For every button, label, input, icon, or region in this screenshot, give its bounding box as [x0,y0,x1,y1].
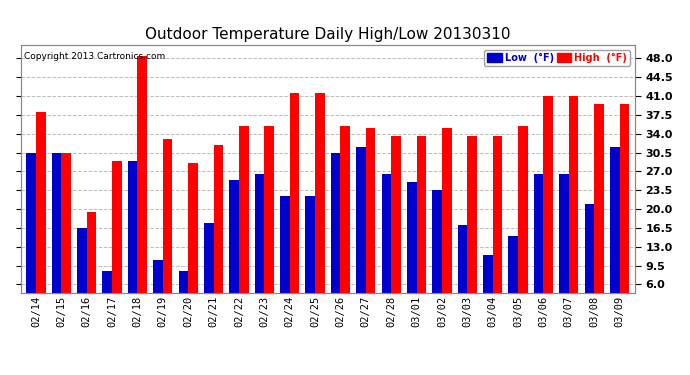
Bar [280,196,290,317]
Bar [442,128,451,317]
Bar [457,225,467,317]
Bar [290,93,299,317]
Title: Outdoor Temperature Daily High/Low 20130310: Outdoor Temperature Daily High/Low 20130… [145,27,511,42]
Bar [188,164,198,317]
Bar [87,212,97,317]
Bar [36,112,46,317]
Bar [204,222,214,317]
Bar [102,271,112,317]
Bar [366,128,375,317]
Bar [610,147,620,317]
Bar [584,204,594,317]
Bar [306,196,315,317]
Bar [509,236,518,317]
Bar [620,104,629,317]
Bar [559,174,569,317]
Bar [153,260,163,317]
Bar [163,139,172,317]
Bar [382,174,391,317]
Bar [391,136,401,317]
Bar [128,160,137,317]
Bar [26,153,36,317]
Bar [483,255,493,317]
Bar [77,228,87,317]
Bar [594,104,604,317]
Bar [61,153,71,317]
Bar [239,126,248,317]
Bar [356,147,366,317]
Bar [52,153,61,317]
Bar [229,180,239,317]
Bar [544,96,553,317]
Bar [264,126,274,317]
Bar [534,174,544,317]
Bar [518,126,528,317]
Bar [417,136,426,317]
Bar [433,190,442,317]
Bar [137,56,147,317]
Bar [407,182,417,317]
Text: Copyright 2013 Cartronics.com: Copyright 2013 Cartronics.com [23,53,165,62]
Bar [340,126,350,317]
Bar [569,96,578,317]
Bar [467,136,477,317]
Legend: Low  (°F), High  (°F): Low (°F), High (°F) [484,50,630,66]
Bar [255,174,264,317]
Bar [331,153,340,317]
Bar [315,93,325,317]
Bar [493,136,502,317]
Bar [179,271,188,317]
Bar [112,160,121,317]
Bar [214,144,223,317]
